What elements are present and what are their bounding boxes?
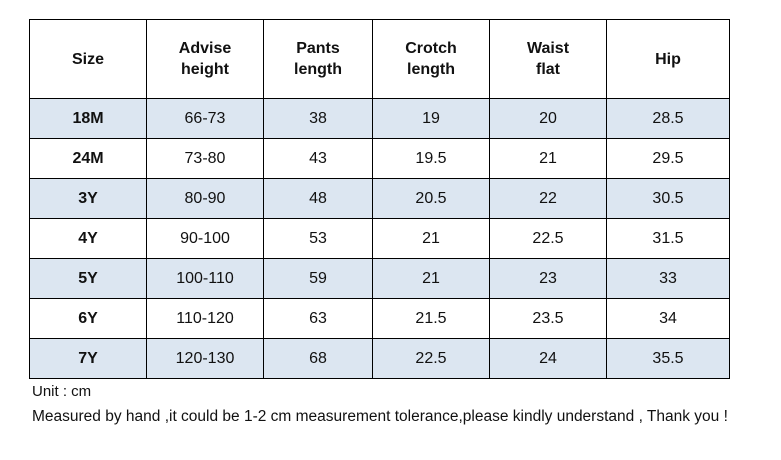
cell-advise-height: 100-110 bbox=[146, 258, 264, 299]
cell-advise-height: 80-90 bbox=[146, 178, 264, 219]
cell-advise-height: 73-80 bbox=[146, 138, 264, 179]
table-row: 5Y 100-110 59 21 23 33 bbox=[29, 258, 730, 299]
header-advise-height: Advise height bbox=[146, 19, 264, 99]
table-row: 4Y 90-100 53 21 22.5 31.5 bbox=[29, 218, 730, 259]
cell-hip: 31.5 bbox=[606, 218, 730, 259]
cell-waist-flat: 22 bbox=[489, 178, 607, 219]
cell-size: 4Y bbox=[29, 218, 147, 259]
cell-advise-height: 66-73 bbox=[146, 98, 264, 139]
cell-waist-flat: 23 bbox=[489, 258, 607, 299]
tolerance-note: Measured by hand ,it could be 1-2 cm mea… bbox=[32, 408, 728, 425]
cell-crotch-length: 21.5 bbox=[372, 298, 490, 339]
header-size: Size bbox=[29, 19, 147, 99]
cell-pants-length: 59 bbox=[263, 258, 373, 299]
cell-crotch-length: 22.5 bbox=[372, 338, 490, 379]
cell-waist-flat: 24 bbox=[489, 338, 607, 379]
cell-pants-length: 53 bbox=[263, 218, 373, 259]
cell-size: 6Y bbox=[29, 298, 147, 339]
cell-advise-height: 110-120 bbox=[146, 298, 264, 339]
table-row: 6Y 110-120 63 21.5 23.5 34 bbox=[29, 298, 730, 339]
cell-waist-flat: 20 bbox=[489, 98, 607, 139]
table-row: 18M 66-73 38 19 20 28.5 bbox=[29, 98, 730, 139]
cell-advise-height: 90-100 bbox=[146, 218, 264, 259]
table-row: 24M 73-80 43 19.5 21 29.5 bbox=[29, 138, 730, 179]
cell-size: 18M bbox=[29, 98, 147, 139]
cell-hip: 34 bbox=[606, 298, 730, 339]
cell-waist-flat: 21 bbox=[489, 138, 607, 179]
header-pants-length: Pants length bbox=[263, 19, 373, 99]
cell-pants-length: 63 bbox=[263, 298, 373, 339]
cell-size: 5Y bbox=[29, 258, 147, 299]
cell-pants-length: 68 bbox=[263, 338, 373, 379]
cell-hip: 28.5 bbox=[606, 98, 730, 139]
cell-waist-flat: 23.5 bbox=[489, 298, 607, 339]
cell-size: 3Y bbox=[29, 178, 147, 219]
cell-hip: 30.5 bbox=[606, 178, 730, 219]
unit-note: Unit : cm bbox=[32, 383, 92, 400]
cell-size: 24M bbox=[29, 138, 147, 179]
cell-crotch-length: 19.5 bbox=[372, 138, 490, 179]
header-waist-flat: Waist flat bbox=[489, 19, 607, 99]
cell-crotch-length: 20.5 bbox=[372, 178, 490, 219]
cell-crotch-length: 19 bbox=[372, 98, 490, 139]
cell-hip: 33 bbox=[606, 258, 730, 299]
cell-pants-length: 38 bbox=[263, 98, 373, 139]
table-row: 3Y 80-90 48 20.5 22 30.5 bbox=[29, 178, 730, 219]
cell-pants-length: 43 bbox=[263, 138, 373, 179]
cell-size: 7Y bbox=[29, 338, 147, 379]
size-chart-table: Size Advise height Pants length Crotch l… bbox=[29, 19, 730, 379]
cell-crotch-length: 21 bbox=[372, 258, 490, 299]
cell-pants-length: 48 bbox=[263, 178, 373, 219]
cell-advise-height: 120-130 bbox=[146, 338, 264, 379]
cell-crotch-length: 21 bbox=[372, 218, 490, 259]
header-crotch-length: Crotch length bbox=[372, 19, 490, 99]
table-row: 7Y 120-130 68 22.5 24 35.5 bbox=[29, 338, 730, 379]
cell-hip: 29.5 bbox=[606, 138, 730, 179]
table-header-row: Size Advise height Pants length Crotch l… bbox=[29, 19, 730, 99]
header-hip: Hip bbox=[606, 19, 730, 99]
cell-waist-flat: 22.5 bbox=[489, 218, 607, 259]
cell-hip: 35.5 bbox=[606, 338, 730, 379]
